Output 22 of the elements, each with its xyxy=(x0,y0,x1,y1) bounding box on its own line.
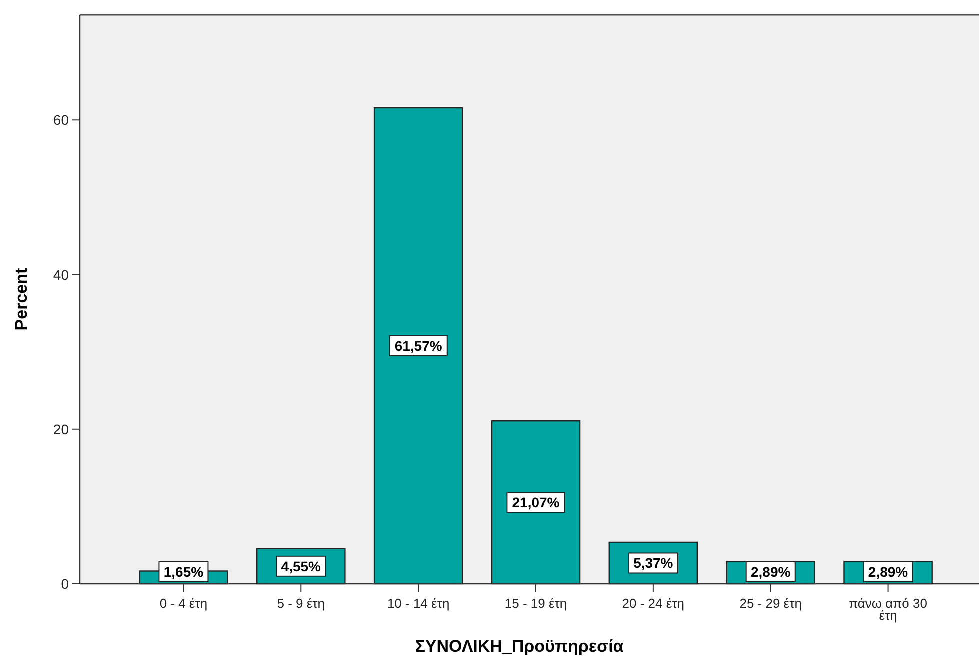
x-tick-label: πάνω από 30 έτη xyxy=(849,596,928,623)
x-axis-title: ΣΥΝΟΛΙΚΗ_Προϋπηρεσία xyxy=(415,637,624,656)
y-tick-label: 20 xyxy=(53,421,70,438)
data-label: 4,55% xyxy=(281,558,322,574)
x-tick-label: 20 - 24 έτη xyxy=(622,596,685,611)
data-label: 5,37% xyxy=(634,555,674,572)
data-label: 2,89% xyxy=(751,564,792,580)
y-tick-label: 40 xyxy=(53,266,70,283)
data-label: 61,57% xyxy=(394,338,443,354)
data-label: 21,07% xyxy=(512,494,560,511)
x-tick-label: 25 - 29 έτη xyxy=(740,596,802,611)
y-tick-label: 60 xyxy=(53,112,70,128)
y-tick-label: 0 xyxy=(61,576,70,592)
x-tick-label: 10 - 14 έτη xyxy=(387,596,450,611)
data-label: 1,65% xyxy=(164,564,204,580)
bar xyxy=(491,420,581,585)
x-tick-label: 0 - 4 έτη xyxy=(160,596,208,611)
bar xyxy=(374,107,464,585)
x-tick-label: 15 - 19 έτη xyxy=(504,596,568,611)
x-tick-label: 5 - 9 έτη xyxy=(277,596,326,611)
y-axis-title: Percent xyxy=(12,268,31,331)
data-label: 2,89% xyxy=(868,564,909,580)
